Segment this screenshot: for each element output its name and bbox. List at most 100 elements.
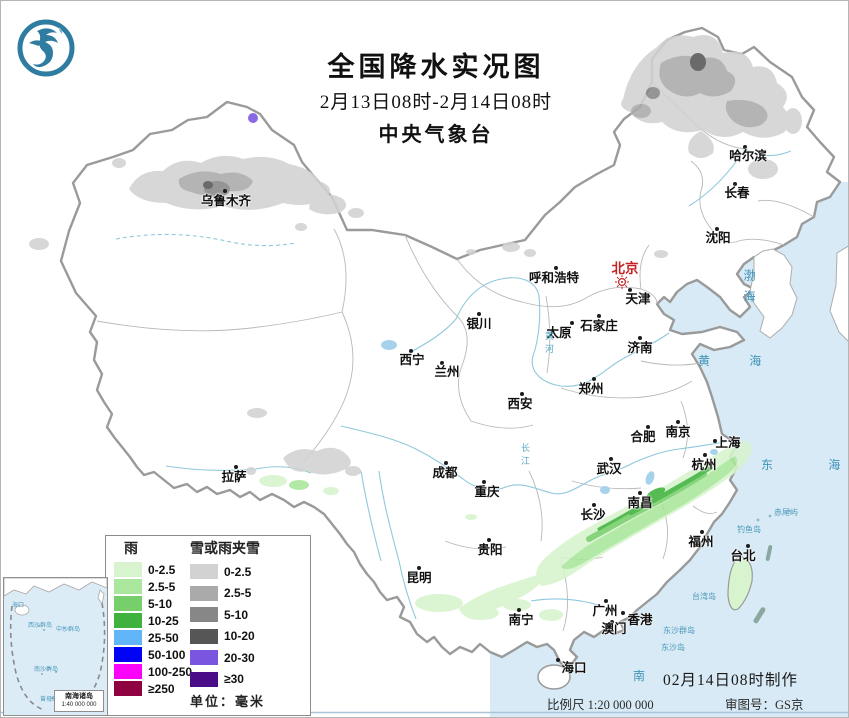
legend-item: ≥30 [190, 669, 260, 691]
sea-label-bohai: 渤海 [742, 269, 756, 311]
island-label-taiwan: 台湾岛 [692, 592, 716, 601]
inset-title-box: 南海诸岛 1:40 000 000 [54, 690, 104, 712]
snow-range: ≥30 [224, 672, 244, 687]
snow-range: 10-20 [224, 629, 255, 644]
korea-japan-land [749, 245, 848, 342]
rain-range: 10-25 [148, 613, 179, 628]
city-label: 西宁 [399, 353, 425, 367]
page-title: 全国降水实况图 [327, 52, 545, 82]
city-label: 石家庄 [580, 319, 618, 333]
capital-label: 北京 [611, 261, 639, 276]
legend-rain-column: 雨 0-2.5 2.5-5 5-10 10-25 25-50 50-100 10… [114, 540, 192, 697]
city-label: 成都 [432, 466, 458, 480]
city-label: 乌鲁木齐 [200, 194, 252, 208]
island-label-dongsha-qundao: 东沙群岛 [663, 626, 695, 635]
rain-swatch [114, 562, 142, 577]
river-label-changjiang: 长江 [520, 443, 530, 469]
legend-item: 10-20 [190, 626, 260, 648]
city-label: 西安 [507, 397, 533, 411]
snow-area-tibet [246, 447, 361, 495]
snow-swatch [190, 607, 218, 623]
sea-label-donghai: 东 海 [761, 458, 840, 472]
city-label: 合肥 [630, 430, 656, 444]
city-label: 长沙 [580, 508, 606, 522]
rain-range: 0-2.5 [148, 562, 176, 577]
snow-range: 2.5-5 [224, 586, 252, 601]
snow-range: 5-10 [224, 607, 249, 622]
rivers [115, 148, 792, 620]
city-label: 南宁 [508, 613, 534, 627]
dragon-weather-logo-icon [17, 19, 75, 77]
rain-swatch [114, 647, 142, 662]
snow-range: 20-30 [224, 650, 255, 665]
city-label: 重庆 [474, 485, 500, 499]
capital-marker [615, 275, 629, 289]
snow-swatch [190, 650, 218, 666]
inset-label: 曾母暗沙 [40, 697, 65, 703]
city-label: 武汉 [596, 462, 622, 476]
city-label: 银川 [466, 317, 492, 331]
city-label: 天津 [625, 292, 651, 306]
legend-item: 20-30 [190, 647, 260, 669]
city-label: 广州 [592, 604, 618, 618]
city-label: 兰州 [434, 365, 460, 379]
sea-area [490, 182, 848, 717]
made-time-label: 02月14日08时制作 [663, 672, 799, 689]
inset-title: 南海诸岛 [65, 693, 93, 701]
city-label: 福州 [688, 535, 714, 549]
city-label: 沈阳 [705, 231, 731, 245]
legend-item: 10-25 [114, 612, 192, 629]
rain-range: 5-10 [148, 596, 173, 611]
legend-snow-title: 雪或雨夹雪 [190, 542, 260, 557]
snow-swatch [190, 628, 218, 644]
city-label: 长春 [724, 186, 750, 200]
city-label: 济南 [627, 341, 653, 355]
island-label-chiweiyu: 赤尾屿 [774, 508, 798, 517]
rain-swatch [114, 579, 142, 594]
legend-item: 0-2.5 [114, 561, 192, 578]
island-label-dongsha-dao: 东沙岛 [661, 643, 685, 652]
legend-item: 25-50 [114, 629, 192, 646]
city-label: 香港 [627, 613, 653, 627]
lakes [381, 340, 718, 494]
legend-item: 2.5-5 [190, 583, 260, 605]
city-label: 台北 [730, 549, 756, 563]
city-dots [223, 145, 750, 662]
legend-item: 2.5-5 [114, 578, 192, 595]
snow-area-xinjiang [29, 113, 536, 418]
legend-item: 50-100 [114, 646, 192, 663]
city-label: 杭州 [691, 458, 717, 472]
agency-name: 中央气象台 [378, 124, 494, 147]
inset-scale: 1:40 000 000 [61, 702, 97, 709]
legend-item: 5-10 [190, 604, 260, 626]
valid-period: 2月13日08时-2月14日08时 [319, 92, 553, 114]
rain-band-south [415, 441, 752, 621]
inset-label: 中沙群岛 [56, 627, 81, 633]
precipitation-legend: 雨 0-2.5 2.5-5 5-10 10-25 25-50 50-100 10… [105, 535, 311, 716]
rain-range: 100-250 [148, 664, 193, 679]
snow-area-northeast [621, 35, 802, 258]
islands [537, 509, 791, 690]
legend-item: 100-250 [114, 663, 192, 680]
inset-label: 南沙群岛 [34, 667, 59, 673]
city-label: 太原 [546, 326, 572, 340]
inset-label: 海口 [12, 603, 25, 609]
city-label: 南昌 [627, 496, 653, 510]
map-scale-label: 比例尺 1:20 000 000 [547, 698, 654, 712]
city-label: 哈尔滨 [729, 149, 767, 163]
legend-item: 5-10 [114, 595, 192, 612]
inset-label: 西沙群岛 [28, 623, 53, 629]
city-label: 上海 [715, 436, 741, 450]
river-label-huanghe: 黄河 [544, 331, 554, 357]
city-label: 昆明 [406, 571, 432, 585]
city-label: 郑州 [578, 382, 604, 396]
island-label-diaoyu: 钓鱼岛 [737, 525, 761, 534]
legend-unit-label: 单位：毫米 [190, 694, 266, 709]
rain-range: ≥250 [148, 681, 175, 696]
legend-item: ≥250 [114, 680, 192, 697]
snow-swatch [190, 585, 218, 601]
rain-range: 25-50 [148, 630, 179, 645]
city-label: 呼和浩特 [528, 271, 580, 285]
rain-range: 2.5-5 [148, 579, 176, 594]
